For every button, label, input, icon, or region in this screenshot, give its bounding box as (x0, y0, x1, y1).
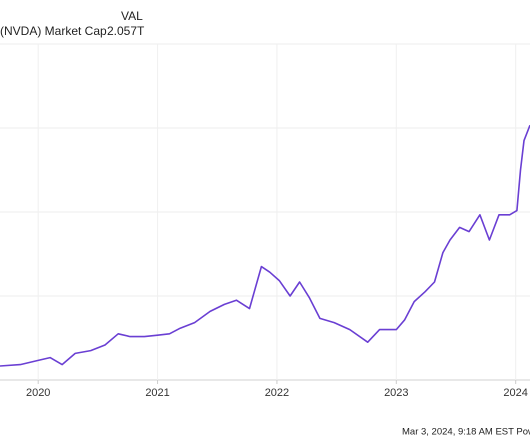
x-tick-label: 2024 (503, 387, 527, 399)
legend-column-header: VAL (121, 9, 143, 23)
x-tick-label: 2023 (384, 387, 408, 399)
footer: Mar 3, 2024, 9:18 AM EST Powered by (402, 427, 530, 438)
x-tick-label: 2022 (265, 387, 289, 399)
legend-value: 2.057T (107, 24, 145, 38)
series-line (0, 124, 530, 367)
legend-series-name: (NVDA) Market Cap (0, 24, 107, 38)
x-tick-label: 2021 (145, 387, 169, 399)
x-tick-label: 2020 (26, 387, 50, 399)
